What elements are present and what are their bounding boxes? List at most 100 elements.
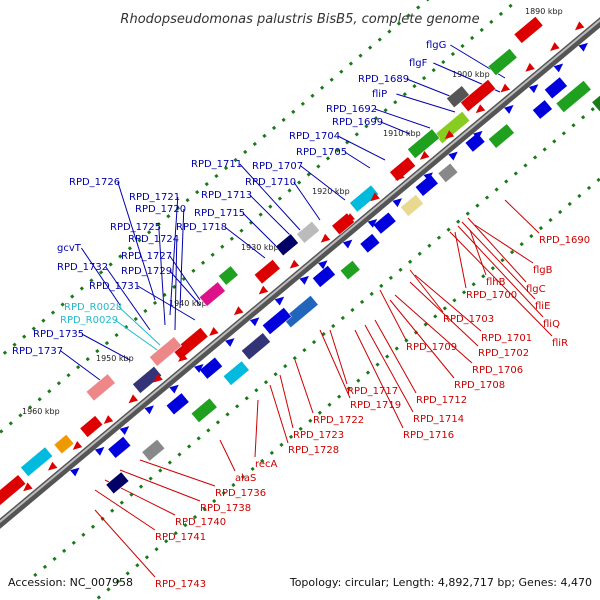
- gene-feature: [513, 15, 544, 44]
- tick-mark: [421, 76, 427, 81]
- gene-feature: [105, 471, 130, 495]
- tick-mark: [114, 332, 119, 338]
- tick-mark: [431, 67, 436, 73]
- tick-mark: [298, 426, 303, 431]
- gene-label: flgC: [526, 284, 546, 295]
- tick-mark: [152, 300, 158, 306]
- tick-mark: [271, 125, 277, 131]
- label-leader: [374, 108, 431, 129]
- tick-mark: [292, 356, 297, 361]
- forward-arrow: [473, 130, 483, 140]
- gene-label: flgB: [533, 265, 553, 276]
- tick-mark: [172, 284, 177, 289]
- tick-mark: [37, 397, 42, 402]
- tick-mark: [590, 107, 595, 112]
- tick-mark: [18, 413, 23, 418]
- gene-feature: [389, 156, 417, 182]
- tick-mark: [529, 233, 534, 239]
- tick-mark: [470, 35, 475, 41]
- gene-feature: [349, 184, 380, 213]
- tick-mark: [2, 350, 8, 355]
- tick-mark: [340, 315, 345, 321]
- gene-label: flgF: [409, 58, 428, 69]
- tick-mark: [31, 326, 36, 331]
- tick-mark: [154, 547, 159, 552]
- tick-mark: [173, 531, 178, 536]
- forward-arrow: [144, 405, 154, 415]
- gene-feature: [275, 233, 299, 257]
- gene-label: RPD_1703: [443, 314, 494, 325]
- tick-mark: [387, 29, 392, 34]
- label-leader: [294, 359, 314, 414]
- reverse-arrow: [395, 171, 405, 181]
- reverse-arrow: [525, 62, 535, 72]
- gene-label: flgG: [426, 40, 446, 51]
- tick-mark: [243, 149, 248, 155]
- gene-label: RPD_1729: [121, 266, 172, 277]
- tick-mark: [273, 372, 278, 377]
- tick-mark: [513, 171, 518, 176]
- tick-mark: [239, 228, 244, 233]
- tick-mark: [558, 209, 563, 215]
- tick-mark: [225, 412, 230, 417]
- tick-mark: [254, 388, 259, 393]
- tick-mark: [164, 539, 169, 544]
- gene-label: RPD_1699: [332, 117, 383, 128]
- reverse-arrow: [345, 213, 356, 222]
- forward-arrow: [225, 338, 235, 347]
- label-leader: [409, 281, 479, 347]
- genome-backbone-highlight: [0, 19, 600, 523]
- tick-mark: [42, 564, 48, 570]
- tick-mark: [412, 84, 417, 89]
- gene-feature: [141, 438, 166, 462]
- tick-mark: [60, 302, 65, 307]
- kbp-marker: 1900 kbp: [452, 70, 490, 79]
- tick-mark: [373, 116, 379, 121]
- tick-mark: [317, 410, 323, 415]
- tick-mark: [12, 342, 17, 347]
- gene-label: gcvT: [57, 243, 82, 254]
- gene-label: RPD_1708: [454, 380, 505, 391]
- gene-label: alaS: [235, 473, 256, 484]
- reverse-arrow: [103, 415, 114, 424]
- gene-feature: [85, 373, 116, 402]
- tick-mark: [125, 571, 130, 576]
- gene-feature: [241, 332, 271, 361]
- gene-label: RPD_1737: [12, 346, 63, 357]
- forward-arrow: [274, 296, 285, 306]
- tick-mark: [291, 109, 296, 114]
- reverse-arrow: [475, 104, 486, 114]
- label-leader: [329, 329, 348, 385]
- gene-feature: [253, 259, 281, 285]
- label-leader: [254, 399, 259, 458]
- gene-label: RPD_1738: [200, 503, 251, 514]
- gene-label: RPD_1716: [403, 430, 454, 441]
- gene-feature: [261, 307, 292, 335]
- tick-mark: [210, 252, 215, 257]
- tick-mark: [452, 298, 457, 303]
- tick-mark: [206, 428, 211, 433]
- label-leader: [409, 269, 444, 313]
- label-leader: [117, 181, 156, 301]
- tick-mark: [456, 219, 461, 224]
- gene-feature: [198, 281, 226, 307]
- tick-mark: [148, 476, 153, 481]
- tick-mark: [104, 340, 110, 346]
- tick-mark: [379, 283, 384, 288]
- label-leader: [389, 299, 455, 379]
- gene-label: RPD_1726: [69, 177, 120, 188]
- gene-label: RPD_R0029: [60, 315, 118, 326]
- gene-feature: [532, 99, 553, 120]
- gene-feature: [218, 265, 239, 286]
- tick-mark: [310, 93, 315, 98]
- tick-mark: [377, 37, 382, 42]
- gene-feature: [414, 173, 439, 197]
- forward-arrow: [528, 84, 539, 94]
- kbp-markers: 1890 kbp 1900 kbp 1910 kbp 1920 kbp 1930 kbp…: [22, 7, 563, 416]
- tick-mark: [258, 212, 263, 217]
- gene-label: RPD_1709: [406, 342, 457, 353]
- kbp-marker: 1890 kbp: [525, 7, 563, 16]
- gene-label: RPD_1712: [416, 395, 467, 406]
